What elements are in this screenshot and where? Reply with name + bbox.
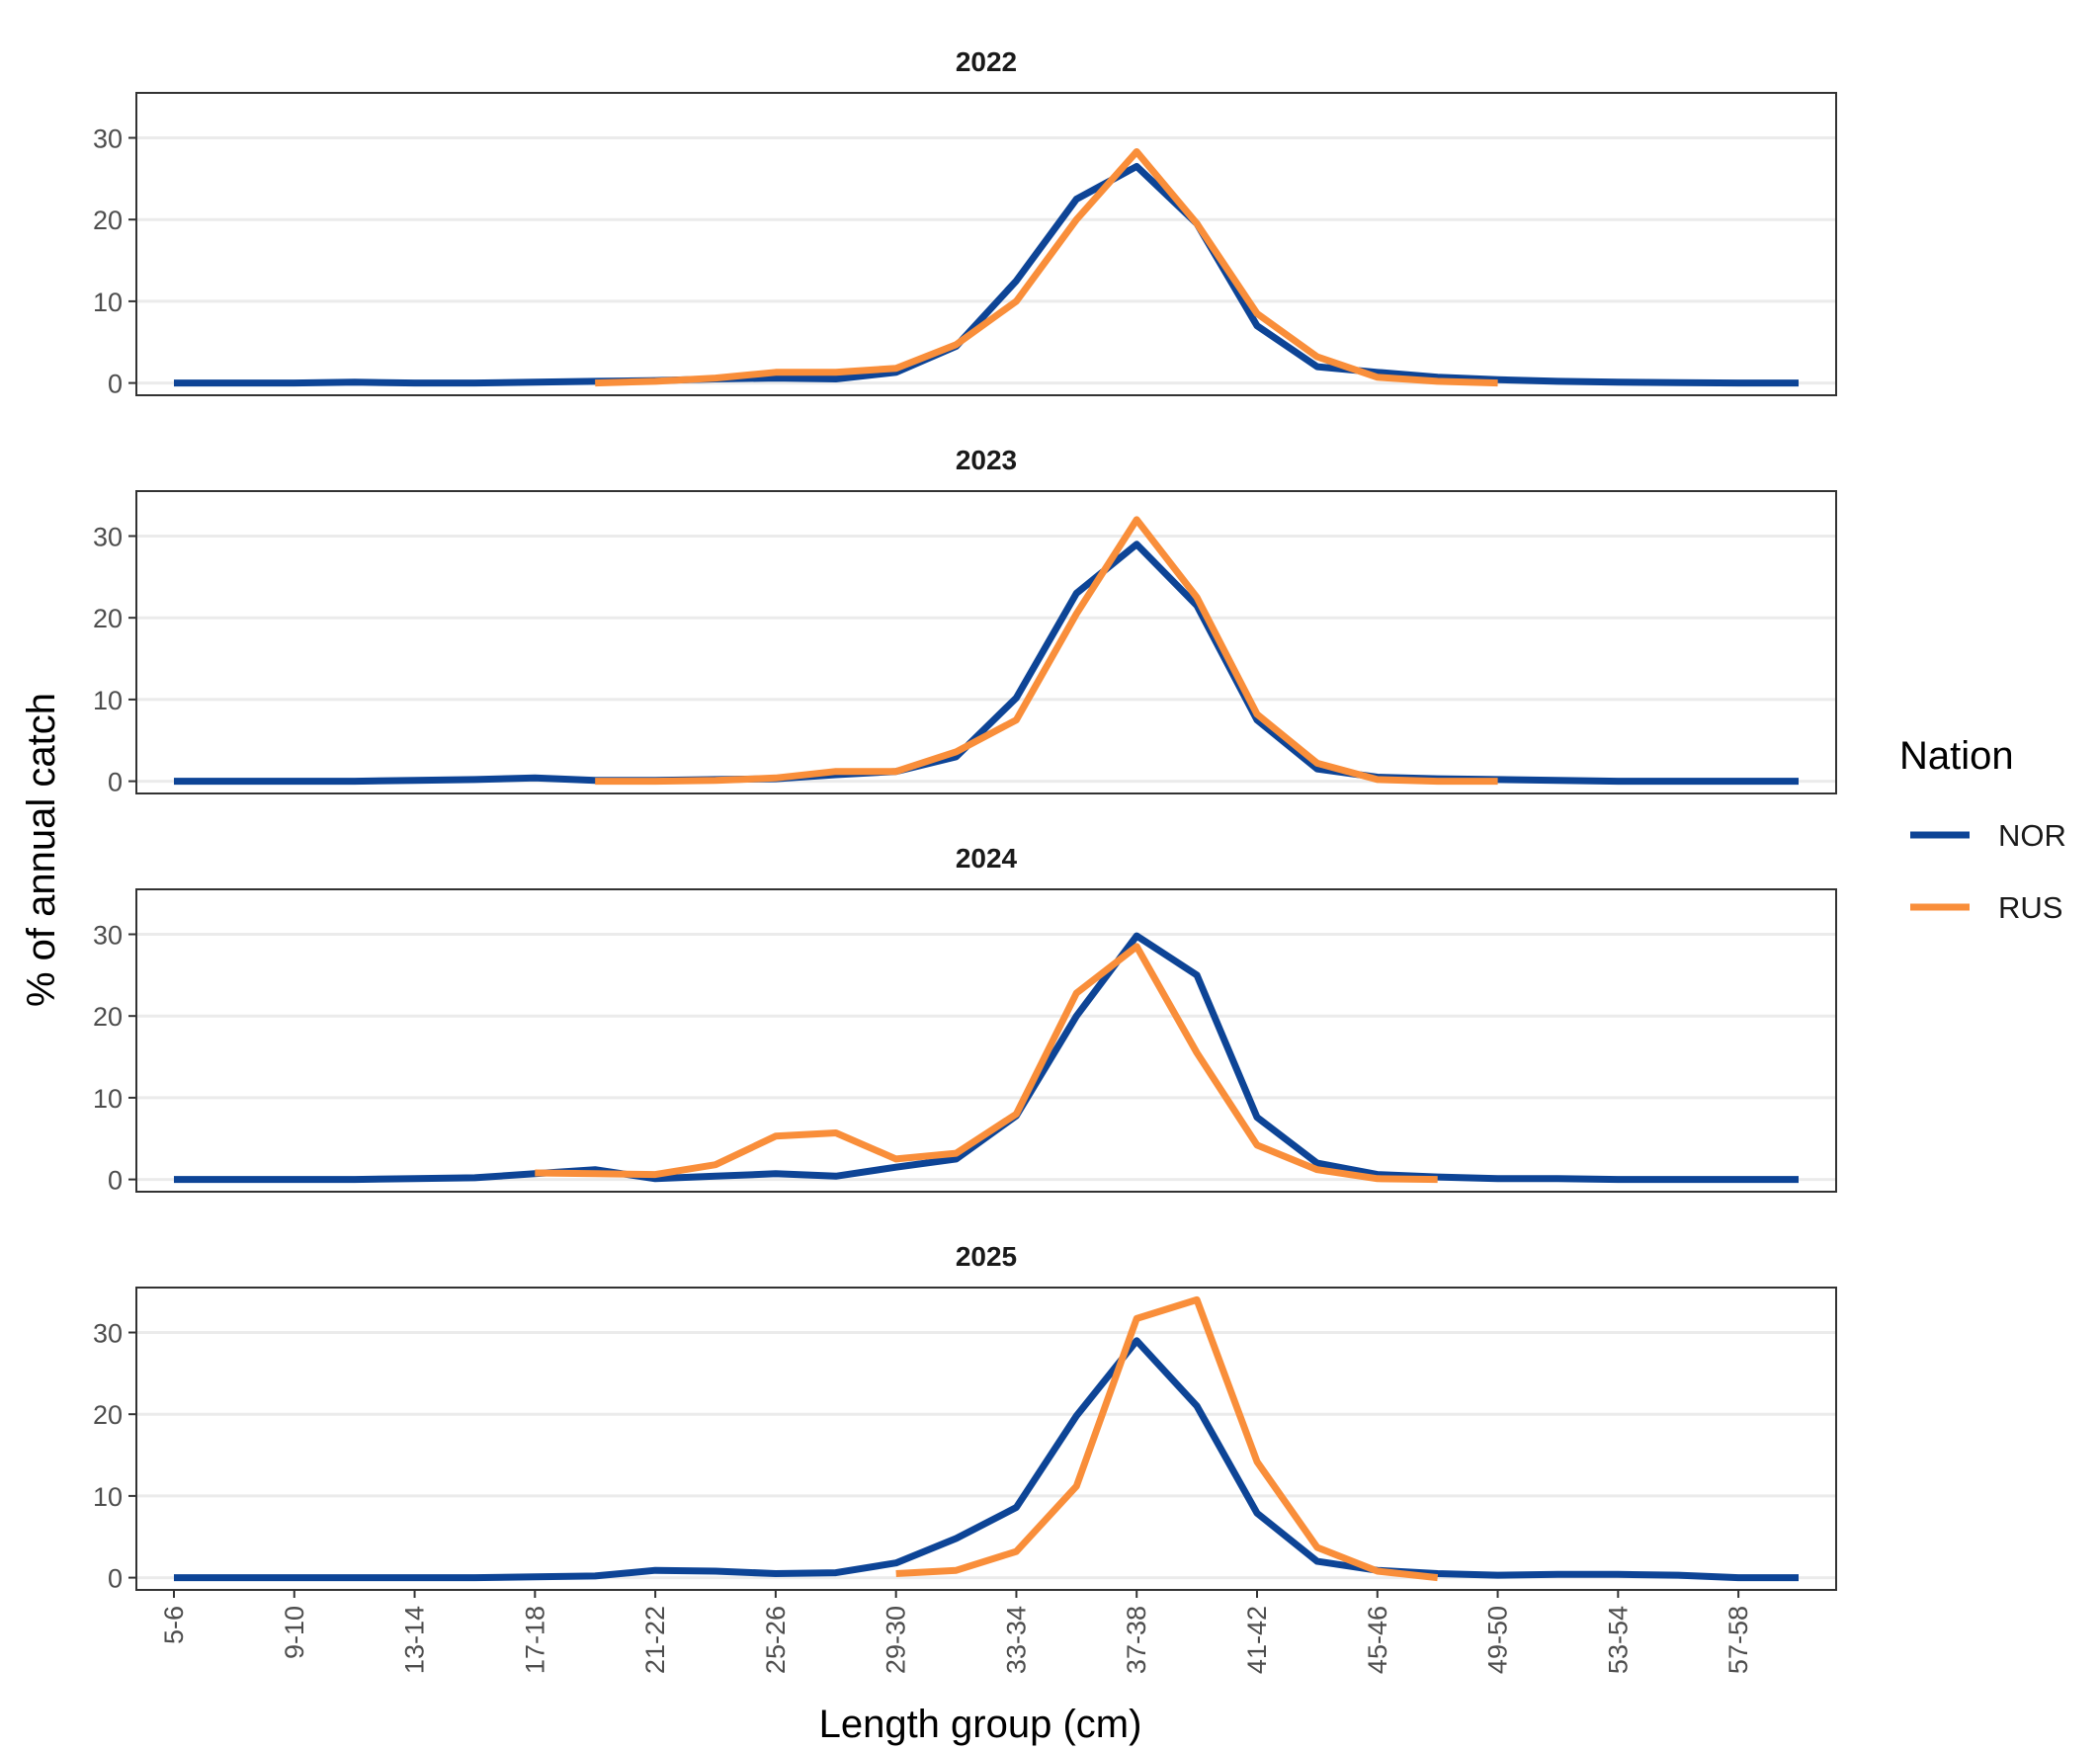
series-line-rus bbox=[595, 148, 1498, 387]
facet-panel-2025: 2025 0 10 20 30 bbox=[93, 1241, 1837, 1594]
y-tick-label: 20 bbox=[93, 604, 123, 633]
facet-panel-2023: 2023 0 10 20 30 bbox=[93, 445, 1837, 797]
x-axis: 5-6 9-10 13-14 17-18 21-22 25-26 29-30 33-34 37-… bbox=[159, 1590, 1753, 1674]
facet-title: 2022 bbox=[956, 46, 1017, 77]
y-tick-label: 0 bbox=[108, 768, 123, 797]
panel-border bbox=[135, 888, 1837, 1193]
facet-title: 2025 bbox=[956, 1241, 1017, 1272]
x-tick-label: 29-30 bbox=[882, 1606, 911, 1674]
facet-panel-2024: 2024 0 10 20 30 bbox=[93, 843, 1837, 1196]
series-line-nor bbox=[174, 541, 1799, 786]
series-line-rus bbox=[895, 1295, 1439, 1582]
facet-panel-2022: 2022 0 10 20 30 bbox=[93, 46, 1837, 399]
y-tick-label: 10 bbox=[93, 686, 123, 715]
x-tick-label: 53-54 bbox=[1603, 1606, 1633, 1674]
y-tick-label: 20 bbox=[93, 206, 123, 235]
facet-title: 2024 bbox=[956, 843, 1018, 874]
legend-label-nor: NOR bbox=[1998, 818, 2066, 853]
series-line-rus bbox=[595, 516, 1498, 786]
y-tick-label: 10 bbox=[93, 1482, 123, 1512]
y-tick-label: 10 bbox=[93, 1084, 123, 1114]
y-tick-label: 0 bbox=[108, 1166, 123, 1196]
x-tick-label: 57-58 bbox=[1723, 1606, 1753, 1674]
x-tick-label: 33-34 bbox=[1001, 1606, 1031, 1674]
x-tick-label: 9-10 bbox=[280, 1606, 309, 1659]
y-tick-label: 30 bbox=[93, 920, 123, 950]
x-tick-label: 37-38 bbox=[1122, 1606, 1151, 1674]
y-tick-label: 0 bbox=[108, 1564, 123, 1594]
y-tick-label: 0 bbox=[108, 370, 123, 399]
y-tick-label: 20 bbox=[93, 1400, 123, 1430]
legend: Nation NOR RUS bbox=[1899, 734, 2066, 925]
series-line-nor bbox=[174, 162, 1799, 387]
x-tick-label: 45-46 bbox=[1363, 1606, 1392, 1674]
legend-label-rus: RUS bbox=[1998, 890, 2062, 925]
x-tick-label: 21-22 bbox=[640, 1606, 670, 1674]
panel-border bbox=[135, 1287, 1837, 1591]
x-tick-label: 17-18 bbox=[520, 1606, 549, 1674]
x-tick-label: 49-50 bbox=[1483, 1606, 1513, 1674]
facet-title: 2023 bbox=[956, 445, 1017, 475]
x-axis-title: Length group (cm) bbox=[819, 1703, 1142, 1746]
x-tick-label: 13-14 bbox=[400, 1606, 430, 1674]
y-tick-label: 30 bbox=[93, 522, 123, 551]
facet-panels: 2022 0 10 20 30 2023 0 10 20 30 2024 0 10 20 30 2025 0 10… bbox=[93, 46, 1837, 1594]
y-tick-label: 20 bbox=[93, 1002, 123, 1032]
y-tick-label: 10 bbox=[93, 288, 123, 317]
series-line-nor bbox=[174, 1337, 1799, 1582]
legend-title: Nation bbox=[1899, 734, 2014, 778]
x-tick-label: 25-26 bbox=[761, 1606, 791, 1674]
x-tick-label: 41-42 bbox=[1242, 1606, 1272, 1674]
y-tick-label: 30 bbox=[93, 124, 123, 153]
series-line-rus bbox=[535, 943, 1438, 1184]
panel-border bbox=[135, 490, 1837, 794]
x-tick-label: 5-6 bbox=[159, 1606, 189, 1644]
panel-border bbox=[135, 92, 1837, 396]
y-axis-title: % of annual catch bbox=[20, 693, 63, 1007]
y-tick-label: 30 bbox=[93, 1318, 123, 1348]
